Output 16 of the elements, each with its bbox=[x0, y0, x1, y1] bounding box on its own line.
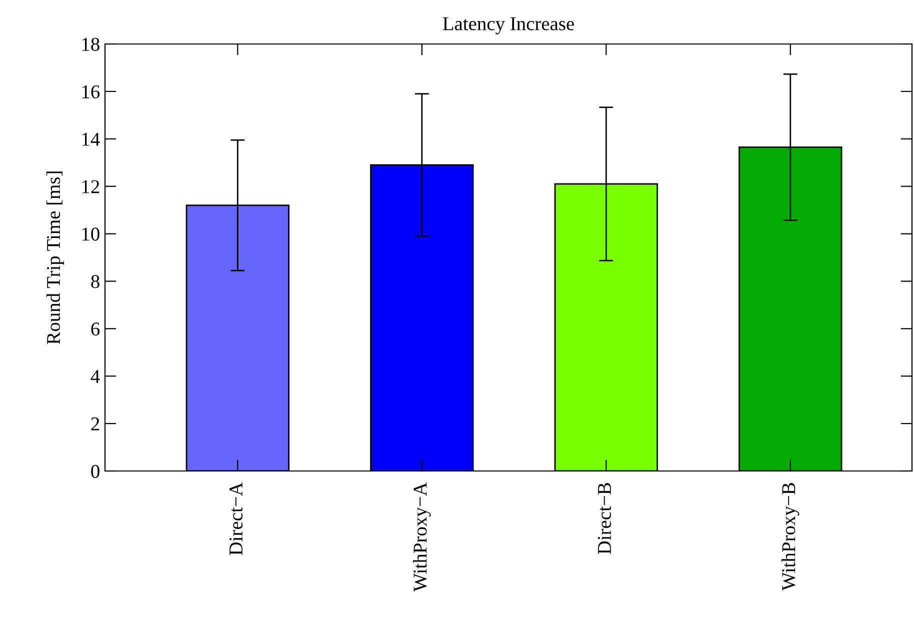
y-tick-label: 18 bbox=[82, 38, 100, 51]
x-tick-label: Direct−A bbox=[229, 482, 243, 556]
x-tick-label: WithProxy−A bbox=[413, 482, 431, 592]
y-tick-label: 8 bbox=[91, 275, 100, 288]
y-tick-label: 16 bbox=[82, 85, 100, 98]
y-tick-label: 4 bbox=[90, 370, 100, 383]
y-axis-title: Round Trip Time [ms] bbox=[46, 172, 64, 344]
y-tick-label: 14 bbox=[82, 132, 100, 146]
chart-title: Latency Increase bbox=[442, 17, 574, 34]
x-tick-label: WithProxy−B bbox=[782, 483, 800, 591]
y-tick-label: 6 bbox=[91, 322, 100, 336]
y-tick-label: 12 bbox=[82, 180, 100, 194]
y-tick-label: 2 bbox=[91, 417, 100, 430]
x-tick-label: Direct−B bbox=[598, 483, 612, 554]
y-tick-label: 10 bbox=[82, 228, 100, 241]
y-tick-label: 0 bbox=[91, 464, 100, 478]
